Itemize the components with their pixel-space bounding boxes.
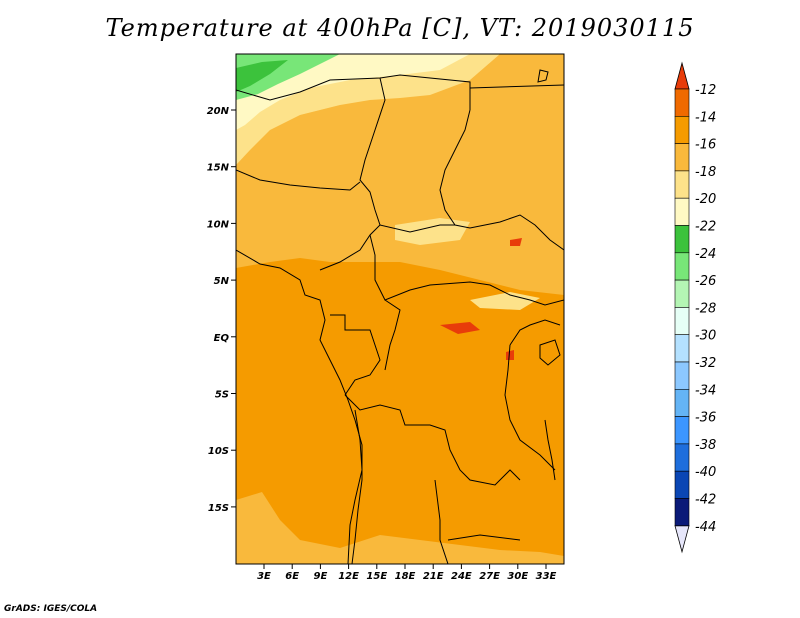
colorbar-label: -18 [695,165,716,180]
colorbar-label: -42 [695,493,716,508]
colorbar-swatch [674,334,690,363]
lat-tick-label: 5N [214,276,230,287]
colorbar-label: -22 [695,220,716,235]
colorbar-swatch [674,307,690,335]
lon-tick-label: 18E [395,571,416,582]
colorbar-swatch [674,470,690,499]
lat-tick-label: 20N [207,106,230,117]
colorbar-swatch [674,279,690,308]
latitude-axis: 20N 15N 10N 5N EQ 5S 10S 15S [207,106,236,514]
country-borders [236,69,564,564]
colorbar-under-arrow [674,525,690,554]
lon-tick-label: 24E [451,571,472,582]
longitude-axis: 3E 6E 9E 12E 15E 18E 21E 24E 27E 30E 33E [257,564,557,582]
lat-tick-label: 15N [207,163,230,174]
colorbar-swatch [674,116,690,144]
colorbar-swatch [674,88,690,117]
lat-tick-label: 15S [208,503,229,514]
colorbar-over-arrow [674,61,690,90]
lat-tick-label: EQ [214,333,230,344]
lon-tick-label: 21E [423,571,444,582]
colorbar-label: -24 [695,247,716,262]
map-frame [235,53,565,565]
lat-tick-label: 10N [207,219,230,230]
colorbar-label: -20 [695,192,716,207]
colorbar-swatch [674,388,690,417]
lon-tick-label: 27E [479,571,500,582]
temperature-field [236,54,564,564]
colorbar-swatch [674,361,690,390]
colorbar-label: -28 [695,301,716,316]
lon-tick-label: 9E [314,571,328,582]
colorbar-swatch [674,143,690,172]
lon-tick-label: 15E [366,571,387,582]
lon-tick-label: 33E [536,571,557,582]
colorbar-swatch [674,443,690,472]
lon-tick-label: 12E [338,571,359,582]
lat-tick-label: 10S [208,446,229,457]
colorbar-label: -34 [695,383,716,398]
lon-tick-label: 3E [257,571,271,582]
lat-tick-label: 5S [215,390,229,401]
colorbar-swatch [674,225,690,254]
colorbar-label: -44 [695,520,716,535]
grads-credit: GrADS: IGES/COLA [4,604,98,614]
colorbar-swatch [674,416,690,445]
colorbar-swatch [674,498,690,527]
colorbar-label: -12 [695,83,716,98]
colorbar-label: -38 [695,438,716,453]
colorbar-label: -40 [695,465,716,480]
colorbar-swatch [674,252,690,281]
lon-tick-label: 6E [285,571,299,582]
colorbar-swatch [674,197,690,226]
chart-title: Temperature at 400hPa [C], VT: 201903011… [105,14,695,42]
colorbar-label: -16 [695,138,716,153]
colorbar: -12 -14 -16 -18 -20 -22 -24 -26 -28 -30 -32 -34 -36 -… [674,61,716,554]
colorbar-label: -30 [695,329,716,344]
colorbar-label: -26 [695,274,716,289]
lon-tick-label: 30E [507,571,528,582]
colorbar-swatch [674,170,690,199]
colorbar-label: -14 [695,110,716,125]
colorbar-label: -32 [695,356,716,371]
colorbar-label: -36 [695,411,716,426]
